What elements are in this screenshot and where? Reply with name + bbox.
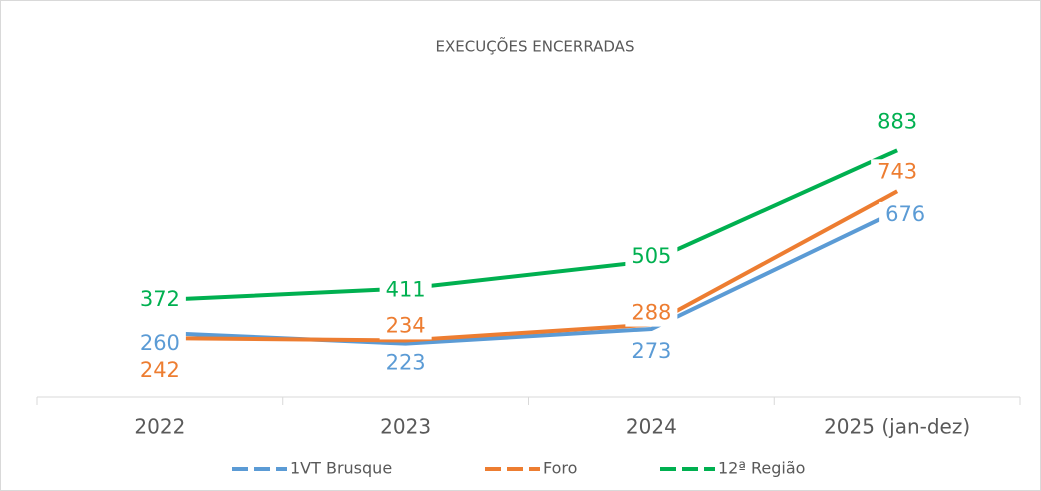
data-label: 411 (386, 278, 426, 302)
data-label: 743 (877, 159, 917, 183)
data-label-bg (871, 109, 924, 136)
data-label-bg (133, 358, 186, 385)
x-tick-label: 2023 (380, 415, 431, 439)
data-label: 273 (631, 339, 671, 363)
data-label-bg (625, 244, 678, 271)
data-label-bg (625, 300, 678, 327)
data-label: 372 (140, 287, 180, 311)
x-tick-label: 2022 (134, 415, 185, 439)
data-label-bg (133, 287, 186, 314)
data-label-bg (379, 277, 432, 304)
data-label-bg (379, 350, 432, 377)
x-tick-label: 2024 (626, 415, 677, 439)
legend-label: 1VT Brusque (290, 459, 392, 478)
data-label-bg (879, 201, 932, 228)
data-label-bg (625, 339, 678, 366)
data-label: 505 (631, 244, 671, 268)
x-tick-label: 2025 (jan-dez) (824, 415, 970, 439)
data-label: 234 (386, 313, 426, 337)
data-label: 242 (140, 358, 180, 382)
series-line (159, 148, 898, 303)
data-label-bg (379, 313, 432, 340)
data-label: 260 (140, 331, 180, 355)
data-label: 288 (631, 301, 671, 325)
series-line (159, 189, 899, 343)
data-label: 676 (885, 202, 925, 226)
data-label: 883 (877, 109, 917, 133)
data-label-bg (871, 159, 924, 186)
legend-label: 12ª Região (718, 459, 805, 478)
chart-title: EXECUÇÕES ENCERRADAS (436, 37, 635, 56)
data-label-bg (133, 330, 186, 357)
legend-label: Foro (543, 459, 577, 478)
data-label: 223 (386, 351, 426, 375)
